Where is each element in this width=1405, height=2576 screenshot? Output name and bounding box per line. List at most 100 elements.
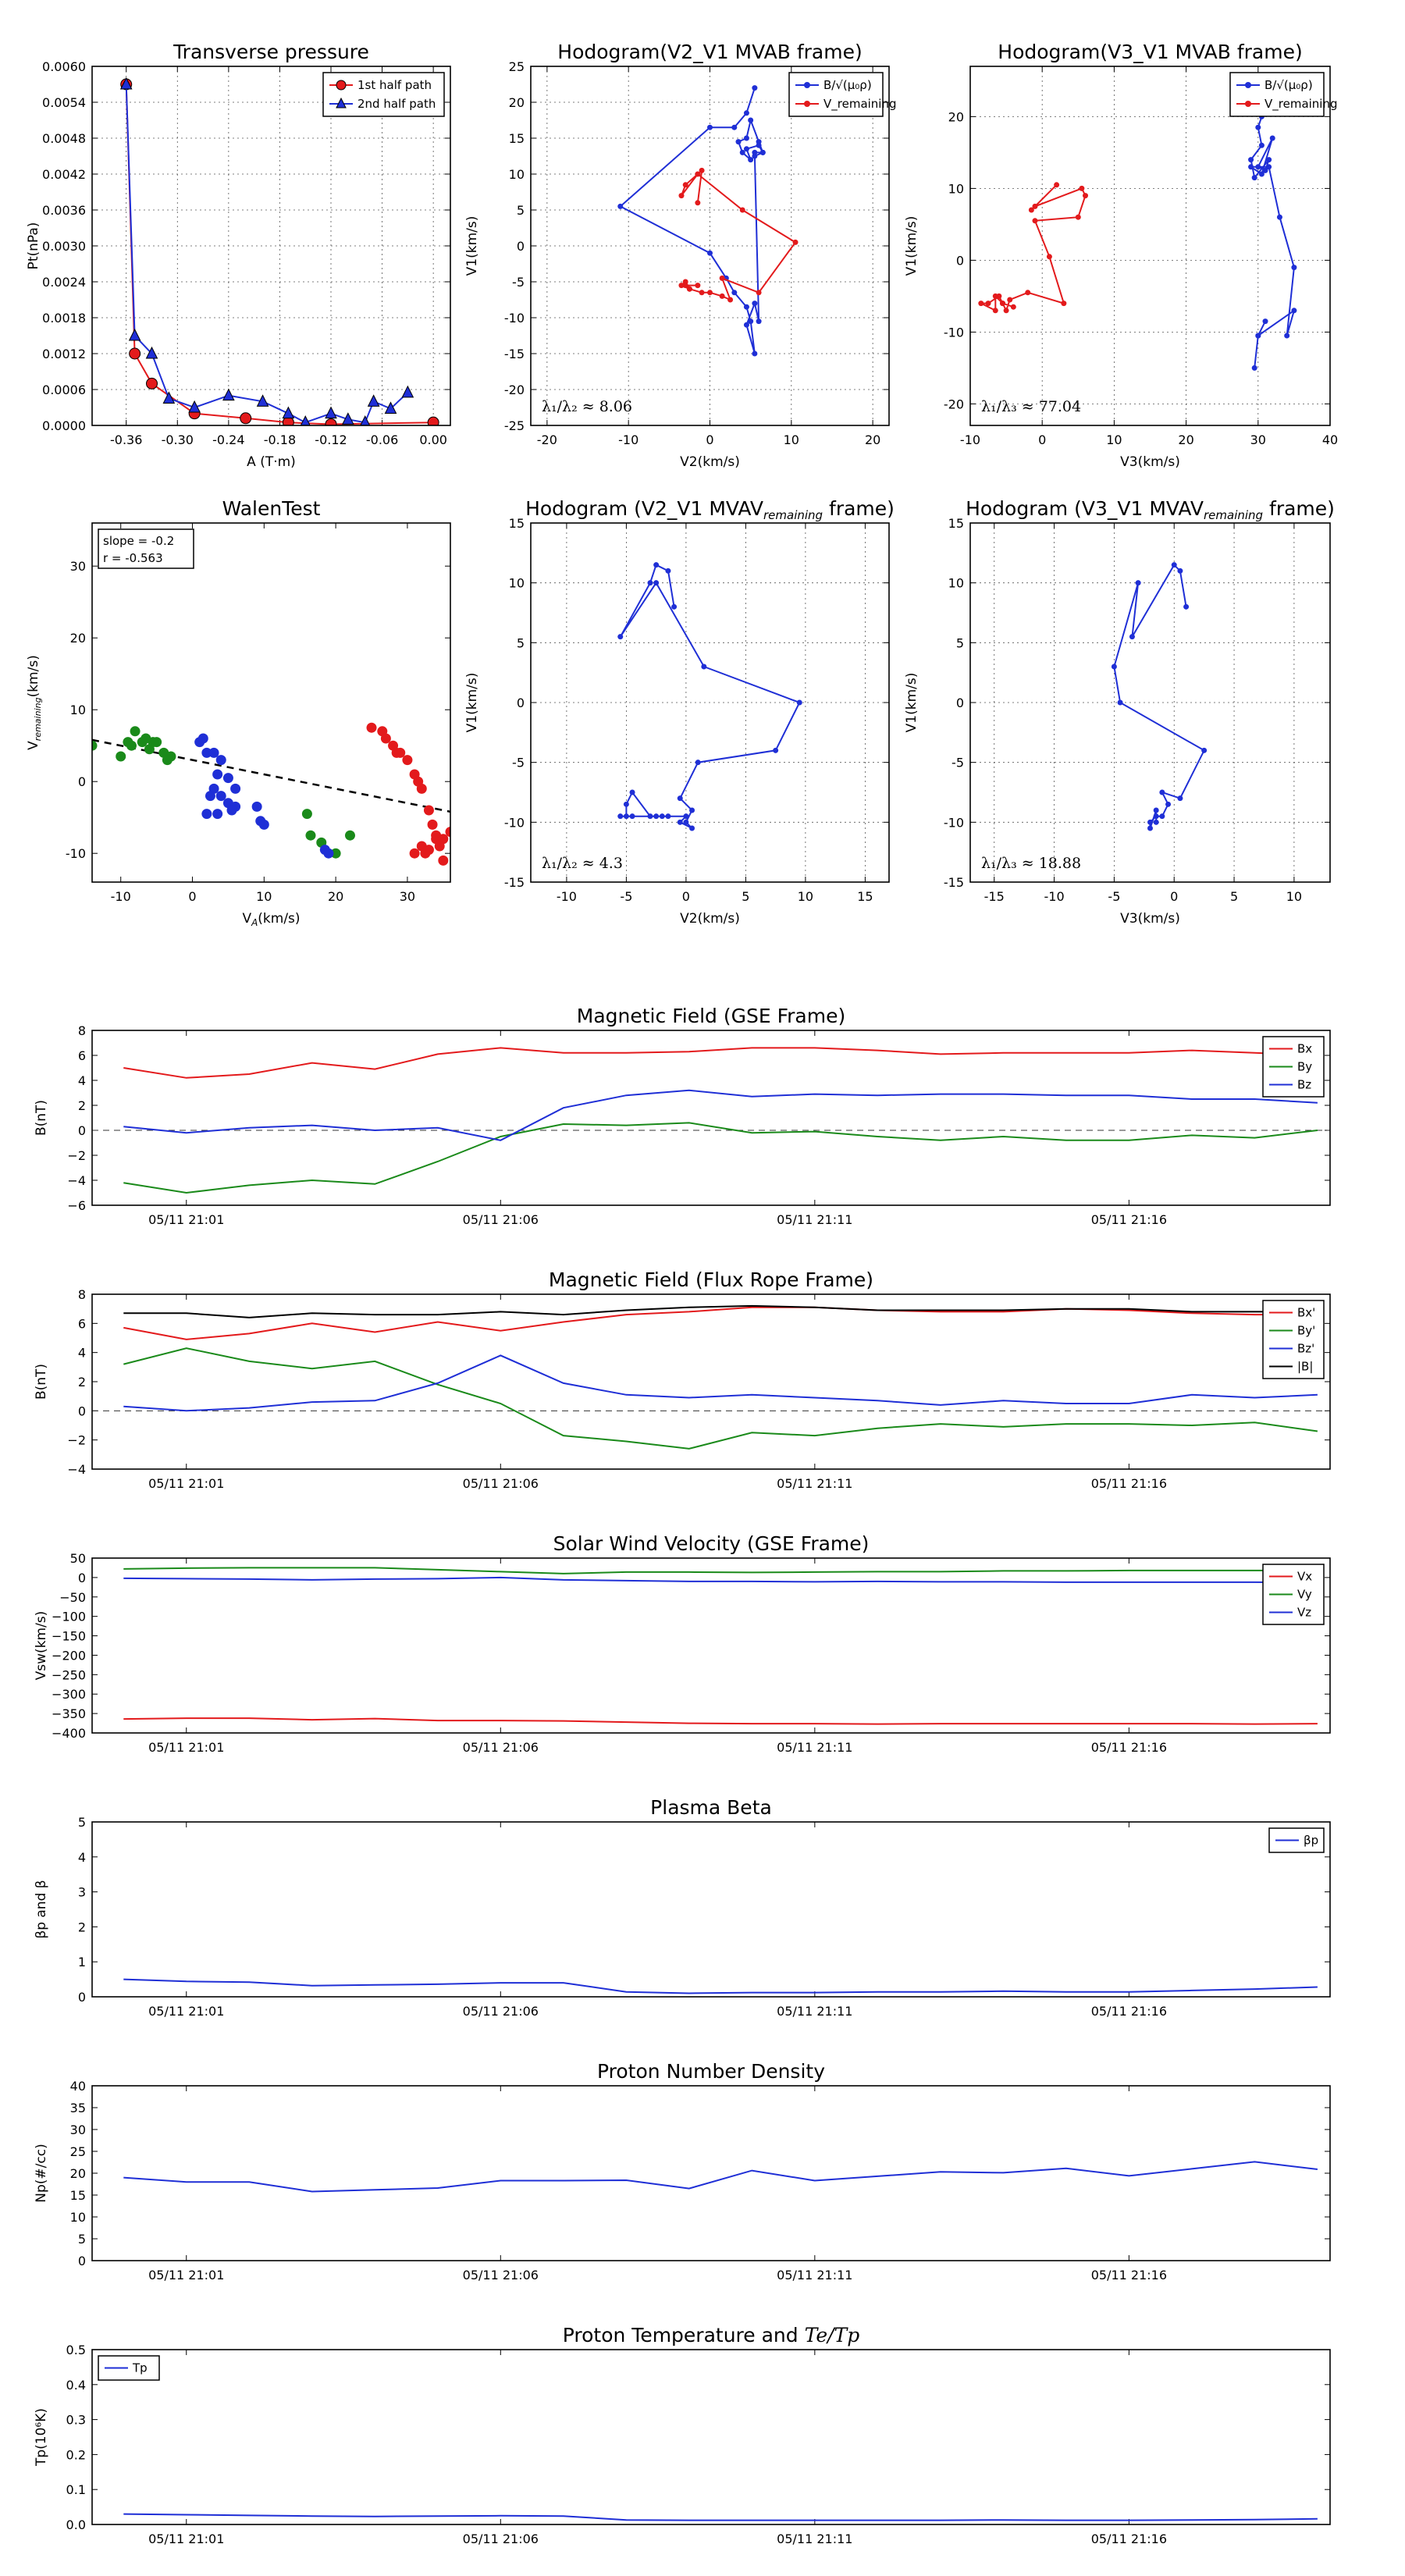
chart-h1: Hodogram(V2_V1 MVAB frame) -25 -20 -15 -10 -5… xyxy=(464,41,897,470)
legend-label: V_remaining xyxy=(823,97,897,112)
y-tick-label: 0 xyxy=(78,774,86,789)
chart-title: Hodogram(V3_V1 MVAB frame) xyxy=(998,41,1302,63)
x-tick-label: -0.06 xyxy=(366,432,398,447)
data-point xyxy=(384,401,397,415)
y-axis-label: V1(km/s) xyxy=(464,673,480,733)
data-point xyxy=(701,664,707,670)
y-tick-label: −50 xyxy=(59,1590,86,1605)
x-tick-label: 05/11 21:11 xyxy=(777,1476,852,1491)
y-axis-label-part: V xyxy=(26,741,41,750)
data-point xyxy=(719,293,725,299)
y-tick-label: -15 xyxy=(944,875,964,890)
x-axis-label: VA(km/s) xyxy=(242,911,300,928)
plot-area xyxy=(617,562,802,831)
scatter-point xyxy=(344,830,355,841)
y-tick-label: 8 xyxy=(78,1287,86,1302)
data-point xyxy=(752,85,758,91)
scatter-point xyxy=(230,783,241,794)
y-tick-label: −4 xyxy=(67,1462,86,1477)
y-tick-label: −250 xyxy=(52,1667,86,1682)
series-blue-0-line xyxy=(619,564,801,829)
data-point xyxy=(617,203,624,209)
y-tick-label: 4 xyxy=(78,1346,86,1361)
y-tick-label: -20 xyxy=(944,397,964,411)
x-tick-label: 05/11 21:01 xyxy=(148,2532,224,2546)
y-tick-label: −6 xyxy=(67,1198,86,1213)
chart-title: Hodogram (V2_V1 MVAVremaining frame) xyxy=(525,497,895,522)
data-point xyxy=(623,801,629,807)
legend-label: Bx xyxy=(1297,1042,1312,1056)
x-tick-label: -0.30 xyxy=(162,432,194,447)
data-point xyxy=(647,813,653,820)
data-point xyxy=(1003,308,1009,314)
chart-h2: Hodogram(V3_V1 MVAB frame) -20 -10 0 10 20 -10… xyxy=(904,41,1338,470)
data-point xyxy=(978,301,984,307)
data-point xyxy=(689,807,695,813)
x-tick-label: 10 xyxy=(784,432,799,447)
plot-frame xyxy=(91,66,451,426)
x-tick-label: 20 xyxy=(328,889,343,904)
x-tick-label: 10 xyxy=(256,889,272,904)
legend-marker xyxy=(804,101,810,107)
data-point xyxy=(739,149,745,155)
scatter-point xyxy=(305,830,316,841)
scatter-point xyxy=(126,740,137,751)
series-bx--line xyxy=(123,1306,1318,1340)
y-tick-label: 0 xyxy=(78,2254,86,2268)
legend-marker xyxy=(1245,101,1251,107)
chart-title: Solar Wind Velocity (GSE Frame) xyxy=(553,1532,870,1555)
data-point xyxy=(671,603,678,610)
plot-area xyxy=(119,76,439,425)
data-point xyxy=(1248,164,1254,170)
data-point xyxy=(1251,365,1257,371)
data-point xyxy=(1262,167,1268,173)
y-tick-label: 5 xyxy=(78,2232,86,2247)
scatter-point xyxy=(301,809,312,820)
y-tick-label: 0.0060 xyxy=(42,59,86,74)
y-tick-label: 0.0042 xyxy=(42,167,86,182)
data-point xyxy=(1165,801,1172,807)
legend: Tp xyxy=(98,2355,160,2381)
data-point xyxy=(653,562,660,568)
y-tick-label: 10 xyxy=(948,576,964,591)
y-axis-label: Vremaining(km/s) xyxy=(26,655,43,750)
data-point xyxy=(665,813,671,820)
x-tick-label: 10 xyxy=(798,889,813,904)
data-point xyxy=(1025,290,1031,296)
legend-box xyxy=(1229,72,1325,117)
data-point xyxy=(367,394,380,407)
x-tick-label: 0.00 xyxy=(419,432,447,447)
data-point xyxy=(682,182,688,188)
x-tick-label: 05/11 21:06 xyxy=(463,2268,539,2282)
data-point xyxy=(707,250,713,256)
data-point xyxy=(1255,164,1261,170)
x-tick-label: 05/11 21:01 xyxy=(148,1212,224,1227)
y-tick-label: 30 xyxy=(70,2122,86,2137)
series-b--line xyxy=(619,87,765,354)
plot-area xyxy=(92,722,450,866)
scatter-point xyxy=(438,855,449,866)
data-point xyxy=(677,795,683,802)
y-tick-label: 8 xyxy=(78,1023,86,1038)
y-tick-label: 5 xyxy=(78,1815,86,1830)
y-tick-label: 30 xyxy=(70,559,86,574)
data-point xyxy=(739,207,745,213)
y-axis-label: Np(#/cc) xyxy=(34,2144,49,2202)
data-point xyxy=(1083,193,1089,199)
y-tick-label: 35 xyxy=(70,2101,86,2115)
data-point xyxy=(683,819,689,825)
data-point xyxy=(759,149,766,155)
legend: Bx' By' Bz' |B| xyxy=(1262,1300,1325,1379)
series-v-remaining-line xyxy=(980,184,1087,313)
x-tick-label: 05/11 21:06 xyxy=(463,1476,539,1491)
data-point xyxy=(743,304,749,310)
title-end: frame) xyxy=(1263,497,1335,520)
x-tick-label: 15 xyxy=(857,889,873,904)
title-subscript: remaining xyxy=(1204,508,1263,522)
data-point xyxy=(1177,795,1183,802)
data-point xyxy=(689,825,695,831)
x-tick-label: 0 xyxy=(682,889,690,904)
plot-area xyxy=(617,85,799,357)
y-tick-label: -5 xyxy=(512,756,525,770)
x-tick-label: 05/11 21:16 xyxy=(1091,1740,1167,1755)
